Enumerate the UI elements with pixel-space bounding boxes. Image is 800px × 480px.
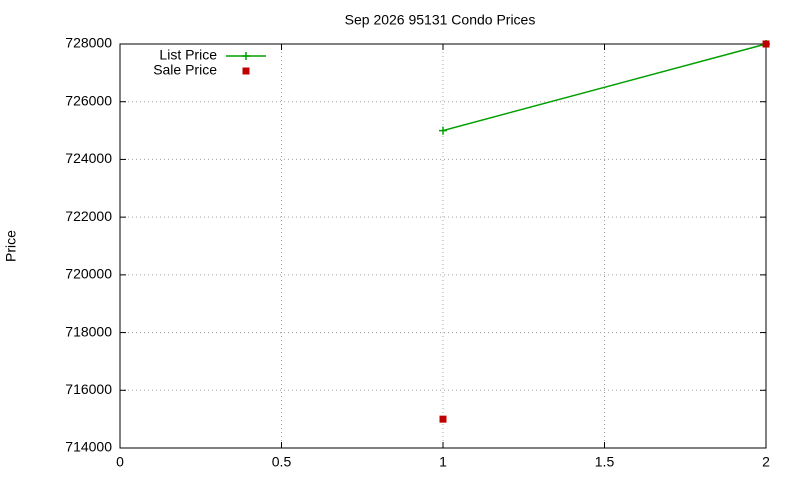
y-tick-label: 726000 [65, 92, 112, 108]
y-tick-label: 716000 [65, 381, 112, 397]
data-point [439, 126, 447, 135]
legend-label: List Price [159, 47, 217, 63]
x-tick-label: 1.5 [595, 454, 615, 470]
x-tick-label: 1 [439, 454, 447, 470]
data-point [439, 415, 447, 423]
legend-label: Sale Price [153, 62, 217, 78]
series-line [442, 43, 767, 132]
y-tick-label: 722000 [65, 208, 112, 224]
y-tick-label: 724000 [65, 150, 112, 166]
x-tick-label: 2 [762, 454, 770, 470]
y-tick-label: 720000 [65, 266, 112, 282]
y-tick-label: 718000 [65, 323, 112, 339]
legend-marker [242, 67, 250, 75]
data-point [762, 40, 770, 48]
y-axis-label: Price [3, 230, 19, 262]
plot-border [119, 43, 767, 449]
chart-title: Sep 2026 95131 Condo Prices [345, 12, 536, 28]
x-tick-label: 0.5 [272, 454, 292, 470]
legend-marker [242, 52, 250, 60]
y-tick-label: 728000 [65, 35, 112, 51]
y-tick-label: 714000 [65, 439, 112, 455]
x-tick-label: 0 [116, 454, 124, 470]
